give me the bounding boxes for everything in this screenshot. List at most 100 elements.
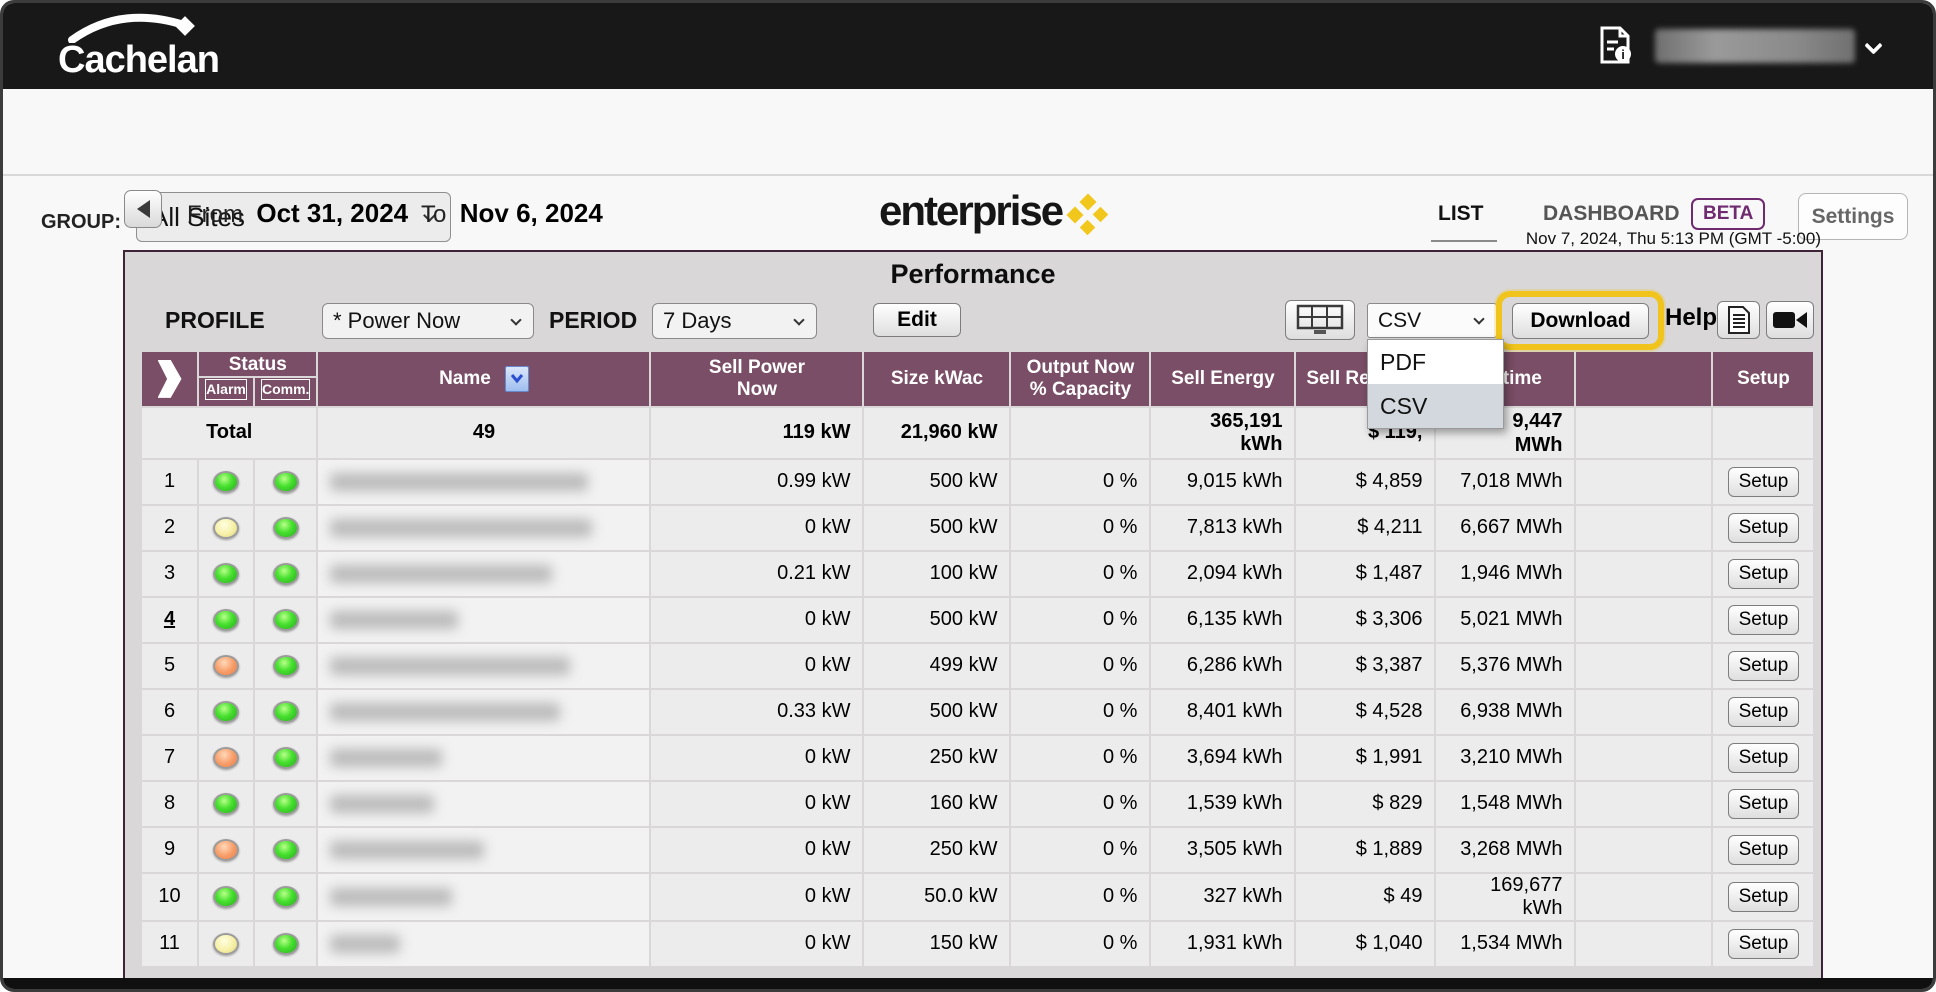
comm-led	[272, 563, 299, 586]
blank-cell	[1574, 825, 1714, 874]
site-name-blurred[interactable]	[316, 503, 652, 552]
setup-button[interactable]: Setup	[1727, 928, 1800, 959]
sell-energy-cell: 3,505 kWh	[1149, 825, 1297, 874]
site-name-blurred[interactable]	[316, 919, 652, 968]
format-option-pdf[interactable]: PDF	[1380, 349, 1426, 375]
alarm-status-cell	[197, 779, 255, 828]
blank-cell	[1574, 779, 1714, 828]
tab-list[interactable]: LIST	[1438, 202, 1484, 225]
row-number[interactable]: 4	[140, 595, 199, 644]
sell-energy-cell: 6,135 kWh	[1149, 595, 1297, 644]
comm-led	[272, 609, 299, 632]
setup-button[interactable]: Setup	[1727, 881, 1800, 912]
download-button[interactable]: Download	[1512, 303, 1649, 339]
site-name-blurred[interactable]	[316, 687, 652, 736]
sell-energy-cell: 327 kWh	[1149, 871, 1297, 922]
enterprise-logo-text: enterprise	[879, 187, 1064, 234]
site-row: 4 0 kW 500 kW 0 % 6,135 kWh $ 3,306 5,02…	[140, 595, 1816, 644]
cachelan-logo[interactable]: Cachelan	[58, 13, 238, 83]
size-kwac-cell: 500 kW	[862, 457, 1012, 506]
grid-view-button[interactable]	[1285, 300, 1355, 340]
output-capacity-cell: 0 %	[1009, 825, 1152, 874]
swoosh-icon	[68, 13, 195, 43]
alarm-status-cell	[197, 871, 255, 922]
setup-button[interactable]: Setup	[1727, 788, 1800, 819]
blank-cell	[1574, 503, 1714, 552]
row-number: 7	[140, 733, 199, 782]
expand-arrow-header[interactable]	[140, 350, 199, 408]
setup-button[interactable]: Setup	[1727, 834, 1800, 865]
period-select[interactable]: 7 Days	[652, 303, 817, 339]
format-option-csv[interactable]: CSV	[1368, 384, 1503, 428]
setup-cell: Setup	[1711, 871, 1816, 922]
help-label: Help	[1665, 304, 1718, 331]
site-name-blurred[interactable]	[316, 595, 652, 644]
blank-cell	[1574, 457, 1714, 506]
date-range: From Oct 31, 2024 To Nov 6, 2024	[187, 198, 603, 229]
setup-cell: Setup	[1711, 457, 1816, 506]
name-sort-icon[interactable]	[504, 365, 529, 392]
setup-button[interactable]: Setup	[1727, 742, 1800, 773]
setup-button[interactable]: Setup	[1727, 696, 1800, 727]
site-name-blurred[interactable]	[316, 871, 652, 922]
brand-name: Cachelan	[58, 39, 220, 81]
video-camera-icon	[1773, 312, 1807, 328]
size-kwac-cell: 499 kW	[862, 641, 1012, 690]
group-select[interactable]: All Sites	[136, 192, 451, 242]
sell-power-now-cell: 0 kW	[649, 641, 865, 690]
setup-button[interactable]: Setup	[1727, 650, 1800, 681]
account-chevron-down-icon[interactable]	[1864, 36, 1883, 55]
setup-button[interactable]: Setup	[1727, 466, 1800, 497]
setup-button[interactable]: Setup	[1727, 558, 1800, 589]
blurred-name-bar	[330, 794, 435, 813]
size-kwac-cell: 500 kW	[862, 503, 1012, 552]
comm-led	[272, 655, 299, 678]
output-capacity-cell: 0 %	[1009, 549, 1152, 598]
row-number: 6	[140, 687, 199, 736]
profile-label: PROFILE	[165, 307, 265, 333]
sell-power-now-cell: 0.21 kW	[649, 549, 865, 598]
back-arrow-icon	[136, 200, 150, 218]
lifetime-cell: 1,946 MWh	[1434, 549, 1577, 598]
setup-cell: Setup	[1711, 549, 1816, 598]
site-name-blurred[interactable]	[316, 457, 652, 506]
sell-power-now-cell: 0 kW	[649, 503, 865, 552]
site-name-blurred[interactable]	[316, 825, 652, 874]
alarm-led	[213, 747, 239, 770]
alarm-status-cell	[197, 825, 255, 874]
site-name-blurred[interactable]	[316, 641, 652, 690]
nav-bar: GROUP: All Sites enterprise LIST DASHBOA…	[3, 89, 1933, 242]
profile-select[interactable]: * Power Now	[322, 303, 534, 339]
account-name-blurred[interactable]	[1655, 29, 1855, 63]
document-info-icon[interactable]: i	[1596, 25, 1636, 67]
alarm-led	[213, 471, 239, 494]
comm-led	[272, 793, 299, 816]
help-video-button[interactable]	[1766, 301, 1814, 339]
comm-status-cell	[252, 595, 319, 644]
total-setup-blank	[1711, 405, 1816, 460]
comm-status-cell	[252, 825, 319, 874]
blank-header	[1574, 350, 1714, 408]
alarm-status-cell	[197, 503, 255, 552]
size-kwac-cell: 50.0 kW	[862, 871, 1012, 922]
blurred-name-bar	[330, 472, 589, 491]
alarm-led	[213, 701, 239, 724]
help-document-button[interactable]	[1717, 301, 1760, 339]
site-name-blurred[interactable]	[316, 733, 652, 782]
site-name-blurred[interactable]	[316, 549, 652, 598]
download-format-select[interactable]: CSV	[1367, 303, 1497, 338]
comm-status-cell	[252, 457, 319, 506]
settings-button[interactable]: Settings	[1798, 193, 1908, 240]
previous-period-button[interactable]	[124, 190, 162, 228]
total-sell-power: 119 kW	[649, 405, 865, 460]
total-site-count: 49	[316, 405, 652, 460]
performance-panel: Performance PROFILE * Power Now PERIOD 7…	[123, 250, 1823, 985]
sell-energy-cell: 8,401 kWh	[1149, 687, 1297, 736]
setup-button[interactable]: Setup	[1727, 604, 1800, 635]
setup-button[interactable]: Setup	[1727, 512, 1800, 543]
site-name-blurred[interactable]	[316, 779, 652, 828]
tab-dashboard[interactable]: DASHBOARD	[1543, 202, 1680, 225]
total-size: 21,960 kW	[862, 405, 1012, 460]
edit-button[interactable]: Edit	[873, 303, 961, 337]
comm-led	[272, 471, 299, 494]
